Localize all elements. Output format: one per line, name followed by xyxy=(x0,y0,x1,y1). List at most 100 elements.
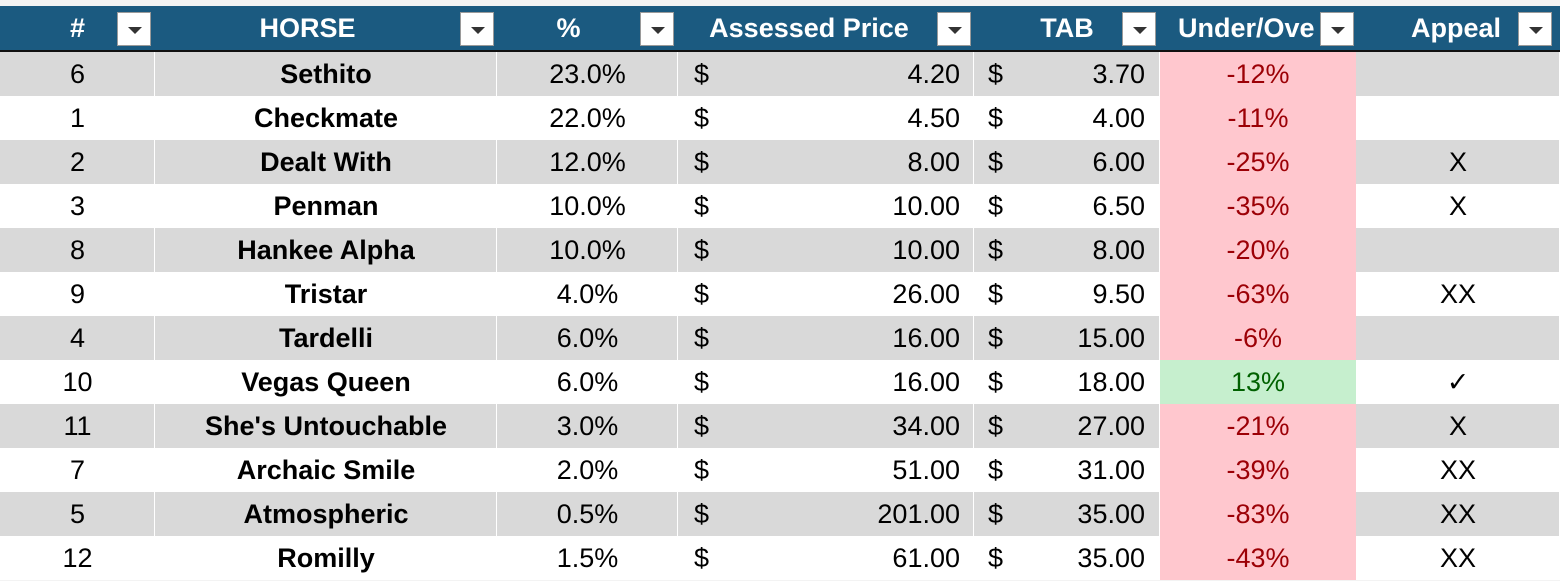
cell-bg xyxy=(678,404,974,448)
tab-price: 6.00 xyxy=(1092,147,1145,177)
cell-bg xyxy=(155,316,497,360)
cell-bg xyxy=(678,228,974,272)
cell-bg xyxy=(678,272,974,316)
appeal: XX xyxy=(1439,455,1477,485)
currency: $ xyxy=(694,543,710,573)
cell-bg xyxy=(1356,492,1560,536)
currency: $ xyxy=(694,191,710,221)
percent: 10.0% xyxy=(549,235,626,265)
row-number: 8 xyxy=(69,235,86,265)
cell-bg xyxy=(497,316,678,360)
currency: $ xyxy=(694,279,710,309)
currency: $ xyxy=(694,499,710,529)
cell-bg xyxy=(678,360,974,404)
horse-name: Checkmate xyxy=(253,103,399,133)
appeal: X xyxy=(1448,147,1467,177)
cell-bg xyxy=(1356,360,1560,404)
assessed-price: 26.00 xyxy=(892,279,960,309)
header-cell: # xyxy=(69,13,86,43)
percent: 1.5% xyxy=(556,543,619,573)
assessed-price: 8.00 xyxy=(907,147,960,177)
filter-button[interactable] xyxy=(1320,12,1354,46)
filter-button[interactable] xyxy=(640,12,674,46)
row-number: 4 xyxy=(69,323,86,353)
currency: $ xyxy=(988,367,1004,397)
cell-bg xyxy=(678,536,974,580)
tab-price: 35.00 xyxy=(1077,499,1145,529)
currency: $ xyxy=(988,147,1004,177)
cell-bg xyxy=(0,52,155,96)
cell-bg xyxy=(497,96,678,140)
cell-bg xyxy=(497,184,678,228)
cell-bg xyxy=(974,316,1160,360)
currency: $ xyxy=(694,323,710,353)
cell-bg xyxy=(155,228,497,272)
assessed-price: 201.00 xyxy=(877,499,960,529)
assessed-price: 4.20 xyxy=(907,59,960,89)
row-number: 6 xyxy=(69,59,86,89)
under-over: -11% xyxy=(1160,96,1356,140)
cell-bg xyxy=(155,272,497,316)
header-cell: Under/Ove xyxy=(1178,13,1315,43)
percent: 12.0% xyxy=(549,147,626,177)
appeal: ✓ xyxy=(1446,367,1470,397)
header-cell: TAB xyxy=(1040,13,1094,43)
assessed-price: 16.00 xyxy=(892,367,960,397)
row-number: 7 xyxy=(69,455,86,485)
cell-bg xyxy=(0,404,155,448)
cell-bg xyxy=(497,536,678,580)
filter-button[interactable] xyxy=(1518,12,1552,46)
horse-name: Dealt With xyxy=(260,147,392,177)
filter-button[interactable] xyxy=(460,12,494,46)
cell-bg xyxy=(0,184,155,228)
header-cell: Appeal xyxy=(1410,13,1502,43)
tab-price: 9.50 xyxy=(1092,279,1145,309)
percent: 6.0% xyxy=(556,367,619,397)
under-over: -21% xyxy=(1160,404,1356,448)
percent: 23.0% xyxy=(549,59,626,89)
assessed-price: 10.00 xyxy=(892,191,960,221)
currency: $ xyxy=(694,103,710,133)
appeal: XX xyxy=(1439,543,1477,573)
cell-bg xyxy=(974,536,1160,580)
row-number: 2 xyxy=(69,147,86,177)
tab-price: 31.00 xyxy=(1077,455,1145,485)
cell-bg xyxy=(155,492,497,536)
appeal: XX xyxy=(1439,499,1477,529)
cell-bg xyxy=(497,140,678,184)
assessed-price: 10.00 xyxy=(892,235,960,265)
cell-bg xyxy=(974,228,1160,272)
currency: $ xyxy=(988,103,1004,133)
cell-bg xyxy=(1356,536,1560,580)
percent: 6.0% xyxy=(556,323,619,353)
assessed-price: 16.00 xyxy=(892,323,960,353)
filter-button[interactable] xyxy=(937,12,971,46)
under-over: -63% xyxy=(1160,272,1356,316)
cell-bg xyxy=(1356,184,1560,228)
percent: 0.5% xyxy=(556,499,619,529)
cell-bg xyxy=(155,184,497,228)
horse-name: Penman xyxy=(273,191,379,221)
filter-button[interactable] xyxy=(117,12,151,46)
horse-name: Romilly xyxy=(277,543,375,573)
cell-bg xyxy=(0,140,155,184)
header-cell: % xyxy=(556,13,581,43)
tab-price: 35.00 xyxy=(1077,543,1145,573)
tab-price: 18.00 xyxy=(1077,367,1145,397)
cell-bg xyxy=(155,404,497,448)
cell-bg xyxy=(155,360,497,404)
cell-bg xyxy=(0,228,155,272)
currency: $ xyxy=(694,455,710,485)
header-border xyxy=(0,50,1560,52)
assessed-price: 34.00 xyxy=(892,411,960,441)
tab-price: 3.70 xyxy=(1092,59,1145,89)
cell-bg xyxy=(1356,272,1560,316)
cell-bg xyxy=(974,140,1160,184)
row-number: 1 xyxy=(69,103,86,133)
currency: $ xyxy=(694,367,710,397)
horse-name: Atmospheric xyxy=(243,499,409,529)
sort-filter-button[interactable] xyxy=(1122,12,1156,46)
under-over: -12% xyxy=(1160,52,1356,96)
cell-bg xyxy=(155,448,497,492)
under-over: -6% xyxy=(1160,316,1356,360)
